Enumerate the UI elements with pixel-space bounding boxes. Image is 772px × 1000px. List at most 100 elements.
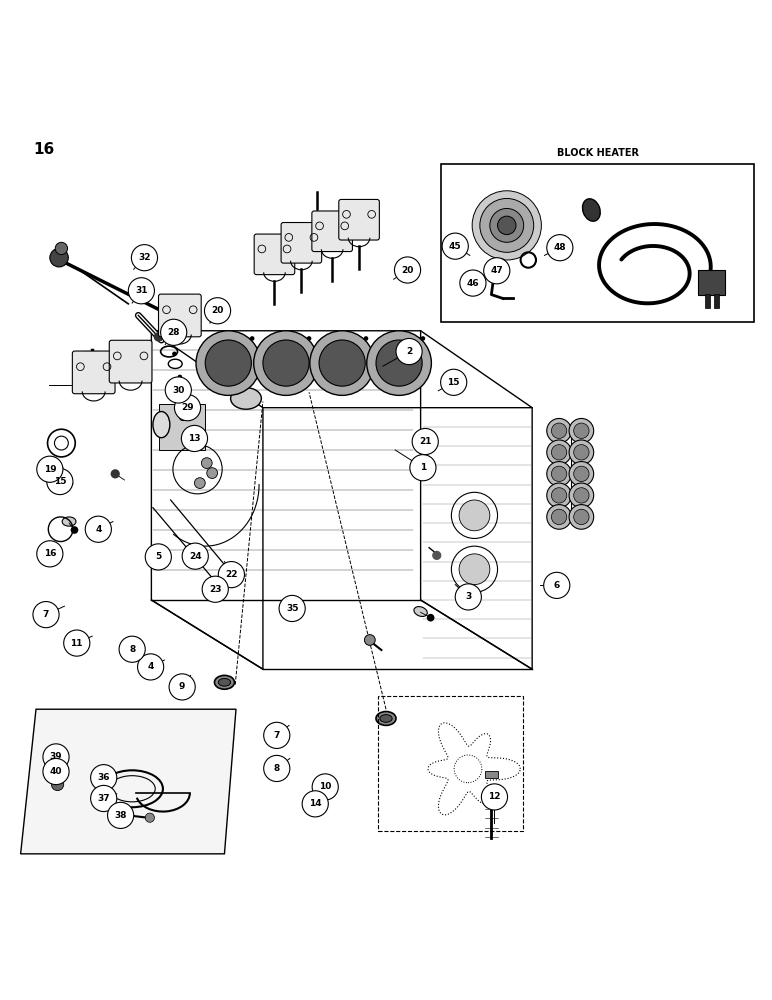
Text: 28: 28	[168, 328, 180, 337]
Circle shape	[310, 331, 374, 395]
Circle shape	[50, 248, 68, 267]
Circle shape	[574, 423, 589, 438]
Circle shape	[427, 614, 435, 622]
Polygon shape	[21, 709, 236, 854]
Ellipse shape	[376, 712, 396, 725]
FancyBboxPatch shape	[254, 234, 295, 275]
Circle shape	[480, 198, 533, 252]
Bar	[442, 164, 753, 322]
Circle shape	[410, 455, 436, 481]
Circle shape	[569, 440, 594, 465]
Text: 6: 6	[554, 581, 560, 590]
Text: 13: 13	[188, 434, 201, 443]
Circle shape	[137, 654, 164, 680]
Circle shape	[47, 468, 73, 495]
Circle shape	[551, 488, 567, 503]
Bar	[706, 294, 709, 308]
Circle shape	[569, 418, 594, 443]
Circle shape	[169, 674, 195, 700]
Text: 35: 35	[286, 604, 299, 613]
Text: 37: 37	[97, 794, 110, 803]
Ellipse shape	[583, 199, 601, 221]
Circle shape	[569, 462, 594, 486]
Bar	[698, 270, 725, 295]
Circle shape	[574, 509, 589, 525]
Circle shape	[482, 784, 507, 810]
Text: 4: 4	[147, 662, 154, 671]
Text: 10: 10	[319, 782, 331, 791]
Circle shape	[306, 336, 311, 341]
Circle shape	[181, 425, 208, 452]
Ellipse shape	[380, 715, 392, 722]
Text: 39: 39	[49, 752, 63, 761]
Text: 47: 47	[490, 266, 503, 275]
Circle shape	[415, 352, 419, 356]
Circle shape	[49, 761, 62, 773]
FancyBboxPatch shape	[281, 223, 322, 263]
Circle shape	[33, 602, 59, 628]
Circle shape	[64, 630, 90, 656]
Text: BLOCK HEATER: BLOCK HEATER	[557, 148, 638, 158]
Circle shape	[319, 340, 365, 386]
Circle shape	[52, 778, 64, 791]
Circle shape	[174, 395, 201, 421]
Text: 23: 23	[209, 585, 222, 594]
Circle shape	[460, 270, 486, 296]
Circle shape	[37, 541, 63, 567]
Circle shape	[263, 340, 309, 386]
Text: 14: 14	[309, 799, 322, 808]
Circle shape	[195, 478, 205, 488]
Text: 7: 7	[42, 610, 49, 619]
Text: 46: 46	[466, 279, 479, 288]
Circle shape	[70, 526, 78, 534]
Circle shape	[202, 576, 229, 602]
Circle shape	[364, 336, 368, 341]
Circle shape	[490, 208, 523, 242]
Circle shape	[90, 765, 117, 791]
Text: 40: 40	[49, 767, 63, 776]
Circle shape	[455, 584, 482, 610]
Circle shape	[56, 242, 67, 255]
Circle shape	[551, 445, 567, 460]
Bar	[159, 404, 205, 450]
Circle shape	[302, 791, 328, 817]
Circle shape	[37, 456, 63, 482]
Circle shape	[205, 340, 252, 386]
Circle shape	[551, 423, 567, 438]
Text: 8: 8	[273, 764, 280, 773]
Circle shape	[569, 483, 594, 508]
Text: 15: 15	[53, 477, 66, 486]
Ellipse shape	[215, 675, 235, 689]
Text: 45: 45	[449, 242, 462, 251]
Circle shape	[547, 462, 571, 486]
Circle shape	[254, 331, 318, 395]
FancyBboxPatch shape	[110, 340, 152, 383]
Circle shape	[367, 331, 432, 395]
Circle shape	[165, 377, 191, 403]
Circle shape	[250, 336, 255, 341]
FancyBboxPatch shape	[158, 294, 201, 337]
Bar	[378, 696, 523, 831]
Circle shape	[569, 505, 594, 529]
Circle shape	[543, 572, 570, 598]
Circle shape	[201, 458, 212, 468]
Circle shape	[497, 216, 516, 235]
Circle shape	[574, 445, 589, 460]
Text: 22: 22	[225, 570, 238, 579]
Circle shape	[119, 636, 145, 662]
Text: 32: 32	[138, 253, 151, 262]
Text: 30: 30	[172, 386, 185, 395]
Circle shape	[394, 257, 421, 283]
Circle shape	[279, 595, 305, 622]
Circle shape	[196, 331, 261, 395]
Circle shape	[574, 488, 589, 503]
Circle shape	[312, 774, 338, 800]
Circle shape	[205, 298, 231, 324]
Text: 16: 16	[43, 549, 56, 558]
Circle shape	[43, 744, 69, 770]
Text: 7: 7	[273, 731, 280, 740]
Circle shape	[172, 352, 177, 356]
Circle shape	[145, 813, 154, 822]
Circle shape	[459, 500, 490, 531]
Circle shape	[442, 233, 469, 259]
